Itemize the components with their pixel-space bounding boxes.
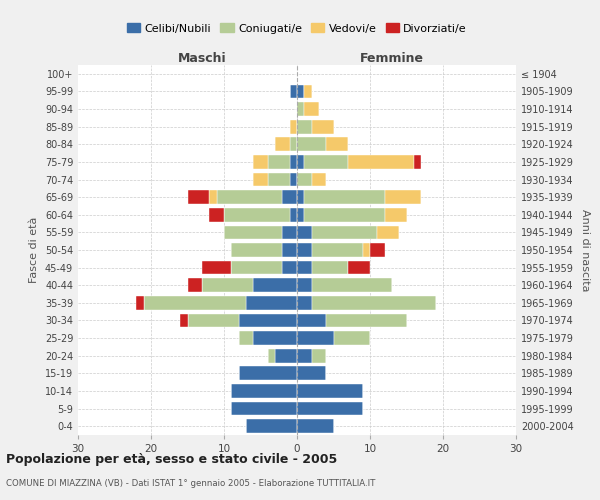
Bar [385, 190, 421, 204]
Bar [232, 384, 297, 398]
Bar [253, 278, 297, 292]
Bar [239, 331, 253, 345]
Bar [377, 226, 399, 239]
Bar [326, 314, 407, 328]
Bar [297, 349, 311, 362]
Bar [297, 278, 311, 292]
Bar [311, 349, 326, 362]
Bar [304, 84, 311, 98]
Bar [297, 296, 311, 310]
Bar [414, 155, 421, 169]
Text: Popolazione per età, sesso e stato civile - 2005: Popolazione per età, sesso e stato civil… [6, 452, 337, 466]
Bar [297, 102, 304, 116]
Bar [268, 155, 290, 169]
Bar [326, 138, 348, 151]
Bar [297, 384, 362, 398]
Bar [232, 402, 297, 415]
Bar [232, 260, 283, 274]
Bar [275, 138, 290, 151]
Bar [311, 260, 348, 274]
Bar [202, 260, 232, 274]
Bar [188, 278, 202, 292]
Bar [304, 190, 385, 204]
Bar [297, 420, 334, 433]
Bar [297, 243, 311, 257]
Bar [297, 138, 326, 151]
Bar [239, 366, 297, 380]
Bar [311, 172, 326, 186]
Bar [187, 190, 209, 204]
Y-axis label: Fasce di età: Fasce di età [29, 217, 39, 283]
Bar [290, 155, 297, 169]
Bar [334, 331, 370, 345]
Bar [297, 190, 304, 204]
Bar [290, 208, 297, 222]
Bar [246, 296, 297, 310]
Bar [275, 349, 297, 362]
Bar [311, 226, 377, 239]
Bar [304, 208, 385, 222]
Bar [283, 243, 297, 257]
Bar [283, 260, 297, 274]
Bar [290, 120, 297, 134]
Text: COMUNE DI MIAZZINA (VB) - Dati ISTAT 1° gennaio 2005 - Elaborazione TUTTITALIA.I: COMUNE DI MIAZZINA (VB) - Dati ISTAT 1° … [6, 479, 376, 488]
Bar [297, 314, 326, 328]
Bar [209, 190, 217, 204]
Bar [187, 314, 239, 328]
Bar [348, 155, 414, 169]
Bar [297, 331, 334, 345]
Bar [297, 208, 304, 222]
Bar [268, 172, 290, 186]
Bar [297, 172, 311, 186]
Bar [297, 84, 304, 98]
Bar [209, 208, 224, 222]
Bar [297, 366, 326, 380]
Bar [297, 402, 362, 415]
Bar [297, 226, 311, 239]
Bar [136, 296, 144, 310]
Text: Maschi: Maschi [178, 52, 226, 65]
Bar [362, 243, 370, 257]
Text: Femmine: Femmine [360, 52, 424, 65]
Bar [297, 260, 311, 274]
Bar [385, 208, 407, 222]
Bar [217, 190, 283, 204]
Y-axis label: Anni di nascita: Anni di nascita [580, 209, 590, 291]
Bar [290, 138, 297, 151]
Bar [311, 243, 363, 257]
Bar [311, 296, 436, 310]
Bar [253, 331, 297, 345]
Bar [290, 84, 297, 98]
Bar [253, 172, 268, 186]
Bar [348, 260, 370, 274]
Bar [297, 120, 311, 134]
Bar [224, 208, 290, 222]
Bar [297, 155, 304, 169]
Bar [370, 243, 385, 257]
Bar [311, 278, 392, 292]
Bar [290, 172, 297, 186]
Bar [304, 102, 319, 116]
Bar [232, 243, 283, 257]
Bar [304, 155, 348, 169]
Bar [283, 226, 297, 239]
Bar [239, 314, 297, 328]
Bar [144, 296, 246, 310]
Bar [283, 190, 297, 204]
Bar [224, 226, 283, 239]
Bar [180, 314, 187, 328]
Bar [246, 420, 297, 433]
Bar [253, 155, 268, 169]
Bar [202, 278, 253, 292]
Legend: Celibi/Nubili, Coniugati/e, Vedovi/e, Divorziati/e: Celibi/Nubili, Coniugati/e, Vedovi/e, Di… [122, 19, 472, 38]
Bar [268, 349, 275, 362]
Bar [311, 120, 334, 134]
